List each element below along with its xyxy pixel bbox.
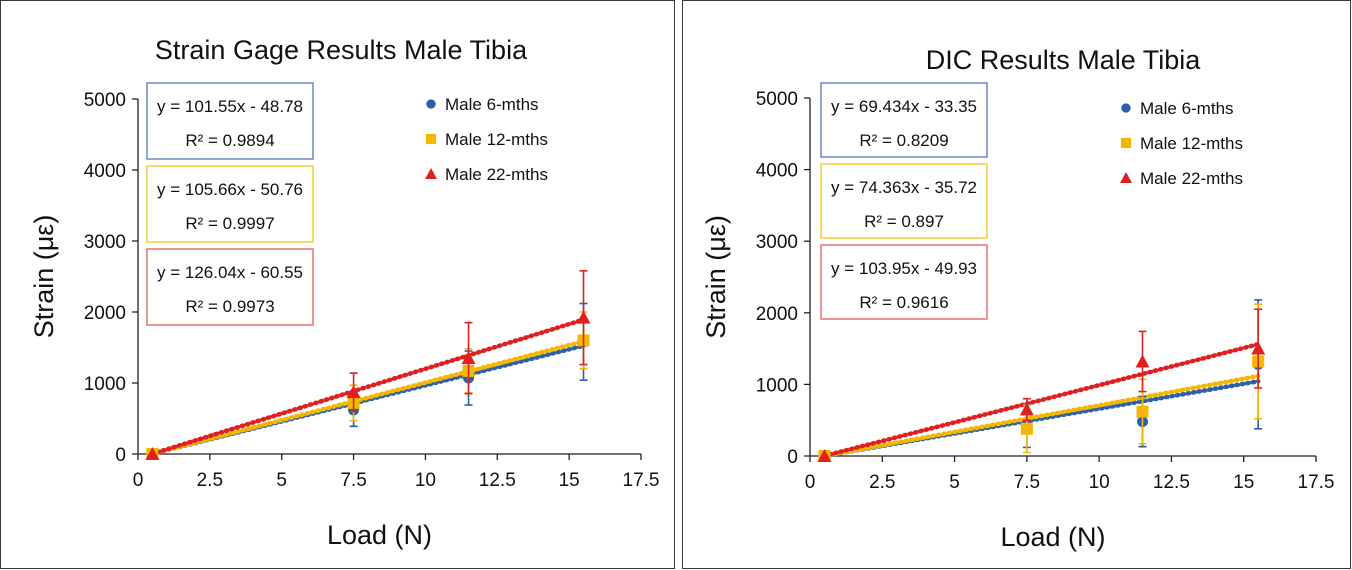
equation-box-1 [820,163,988,239]
data-point [1251,341,1266,355]
legend-label-2: Male 22-mths [445,165,548,184]
data-point [1019,402,1034,416]
equation-box-2 [146,248,314,326]
x-axis-label: Load (N) [327,520,432,550]
equation-box-0 [146,82,314,160]
r-squared-text-0: R² = 0.9894 [185,131,274,150]
data-point [1135,354,1150,368]
chart-panel-dic: DIC Results Male Tibia 0 1000 2000 3000 4000 5… [682,0,1351,569]
equation-text-2: y = 126.04x - 60.55 [157,263,303,282]
chart-dic: DIC Results Male Tibia 0 1000 2000 3000 4000 5… [701,45,1335,552]
data-point [576,310,591,324]
chart-title: Strain Gage Results Male Tibia [155,35,528,65]
x-tick-label: 15 [559,470,580,491]
equation-text-1: y = 105.66x - 50.76 [157,180,303,199]
chart-strain-gage: Strain Gage Results Male Tibia 0 1000 2000 3… [29,35,660,550]
y-tick-label: 4000 [84,161,126,182]
x-tick-label: 12.5 [479,470,516,491]
legend-label-0: Male 6-mths [445,95,539,114]
x-tick-label: 15 [1233,472,1254,493]
legend-label-1: Male 12-mths [1140,134,1243,153]
data-point [145,447,160,460]
x-tick-label: 7.5 [340,470,366,491]
legend-label-0: Male 6-mths [1140,99,1234,118]
y-tick-label: 3000 [756,232,798,253]
data-point [1136,405,1149,418]
chart-panel-strain-gage: Strain Gage Results Male Tibia 0 1000 2000 3… [0,0,675,569]
y-tick-label: 2000 [756,304,798,325]
x-tick-label: 10 [415,470,436,491]
r-squared-text-2: R² = 0.9973 [185,297,274,316]
legend-label-1: Male 12-mths [445,130,548,149]
data-point [817,449,832,462]
r-squared-text-2: R² = 0.9616 [859,293,948,312]
y-tick-label: 4000 [756,161,798,182]
x-tick-label: 0 [805,472,816,493]
y-tick-label: 1000 [84,374,126,395]
x-tick-label: 2.5 [869,472,895,493]
legend-marker-2 [1120,172,1132,184]
x-tick-label: 17.5 [1298,472,1335,493]
x-tick-label: 2.5 [197,470,223,491]
y-tick-label: 2000 [84,303,126,324]
trendline-1 [822,373,1261,459]
trendline-2 [822,341,1261,459]
y-tick-label: 0 [787,447,798,468]
legend-marker-1 [1120,137,1132,149]
x-axis-label: Load (N) [1000,522,1105,552]
legend-marker-2 [425,168,437,180]
data-point [461,351,476,365]
x-tick-label: 12.5 [1153,472,1190,493]
x-tick-label: 5 [276,470,287,491]
legend-marker-0 [426,99,436,109]
y-tick-label: 3000 [84,232,126,253]
equation-box-1 [146,165,314,243]
equation-box-0 [820,82,988,158]
legend-label-2: Male 22-mths [1140,169,1243,188]
r-squared-text-0: R² = 0.8209 [859,131,948,150]
y-axis-label: Strain (με) [701,215,731,339]
y-tick-label: 5000 [756,89,798,110]
x-tick-label: 17.5 [623,470,660,491]
r-squared-text-1: R² = 0.897 [864,212,944,231]
y-tick-label: 5000 [84,90,126,111]
equation-text-1: y = 74.363x - 35.72 [831,178,977,197]
data-point [346,385,361,399]
legend-marker-1 [425,133,437,145]
trendline-1 [150,339,586,457]
x-tick-label: 10 [1089,472,1110,493]
chart-title: DIC Results Male Tibia [926,45,1202,75]
equation-text-0: y = 69.434x - 33.35 [831,97,977,116]
y-axis-label: Strain (με) [29,215,59,339]
equation-box-2 [820,244,988,320]
r-squared-text-1: R² = 0.9997 [185,214,274,233]
x-tick-label: 0 [133,470,144,491]
trendline-2 [150,317,586,457]
y-tick-label: 1000 [756,375,798,396]
x-tick-label: 7.5 [1014,472,1040,493]
x-tick-label: 5 [949,472,960,493]
equation-text-2: y = 103.95x - 49.93 [831,259,977,278]
legend-marker-0 [1121,103,1131,113]
y-tick-label: 0 [115,445,126,466]
equation-text-0: y = 101.55x - 48.78 [157,97,303,116]
data-point [1020,422,1033,435]
